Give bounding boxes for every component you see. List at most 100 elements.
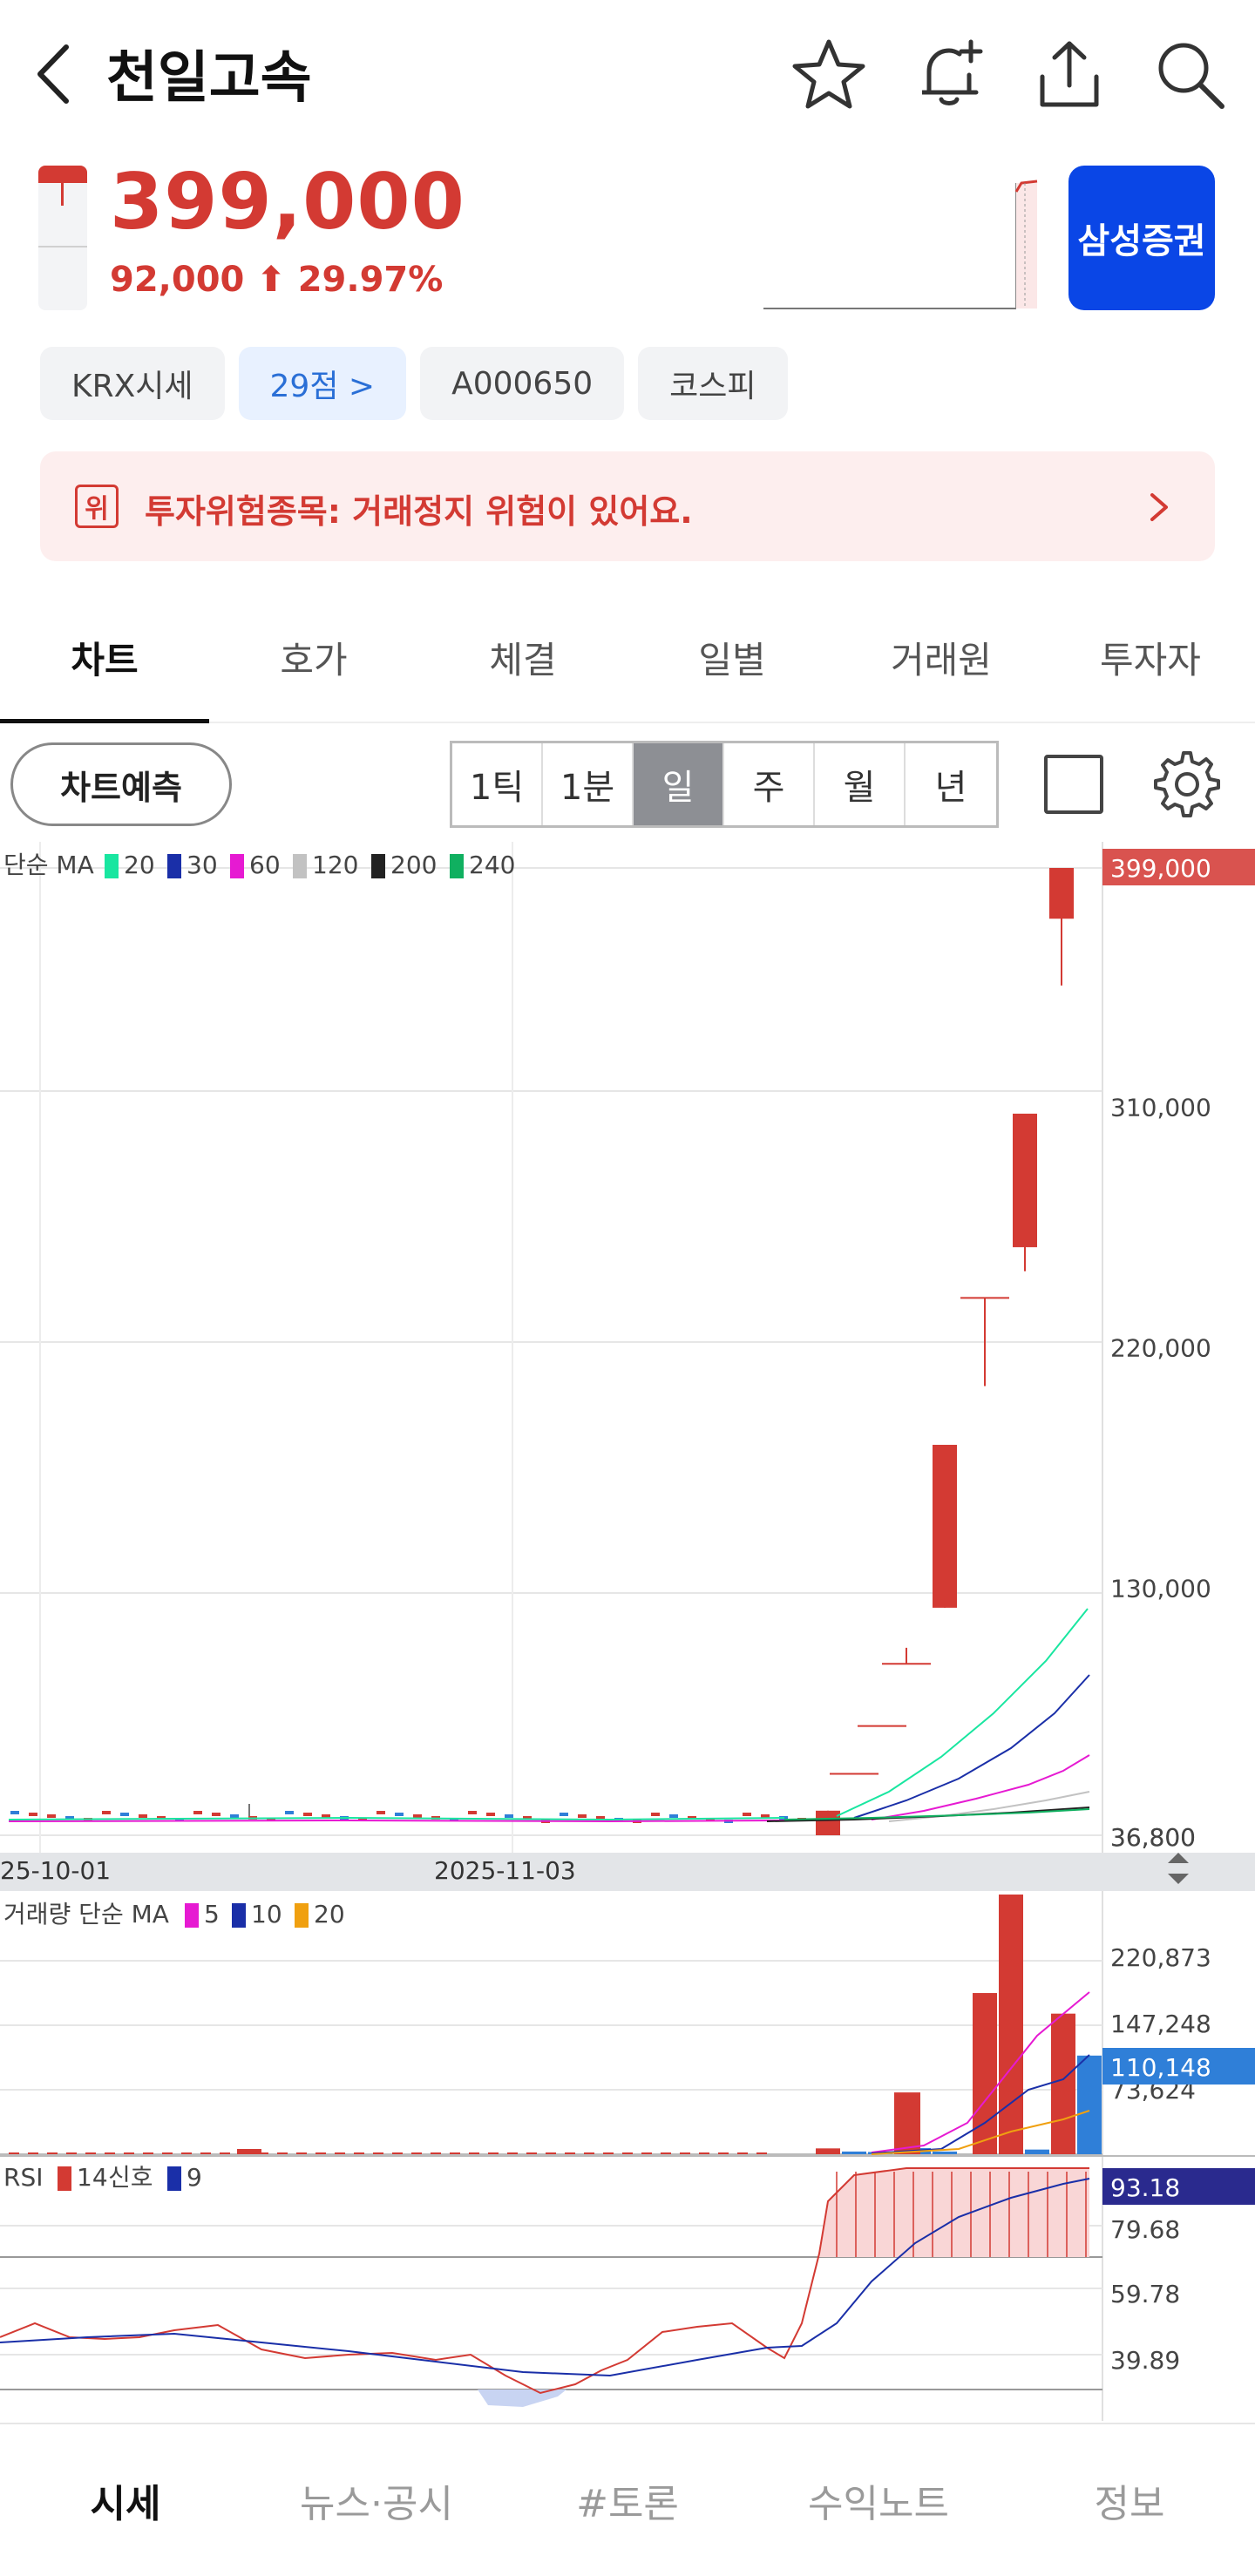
chip-stock-code[interactable]: A000650 — [420, 347, 625, 420]
volume-bar — [1025, 2149, 1049, 2154]
volume-bar — [237, 2149, 261, 2154]
ma-legend-swatch — [105, 854, 119, 878]
tab-daily[interactable]: 일별 — [698, 638, 766, 681]
ma-legend-period: 240 — [469, 851, 515, 879]
volume-bar — [999, 1895, 1023, 2154]
period-week[interactable]: 주 — [724, 743, 815, 825]
volume-bar — [200, 2152, 211, 2154]
volume-bar — [105, 2152, 115, 2154]
detail-tabs: 차트 호가 체결 일별 거래원 투자자 — [0, 593, 1255, 723]
star-icon[interactable] — [790, 35, 868, 113]
risk-warning-text: 투자위험종목: 거래정지 위험이 있어요. — [145, 492, 693, 531]
volume-bar — [603, 2152, 614, 2154]
volume-bar — [335, 2152, 345, 2154]
nav-info[interactable]: 정보 — [1094, 2482, 1165, 2526]
volume-legend-label: 거래량 단순 MA — [3, 1900, 169, 1929]
volume-bar — [816, 2148, 840, 2154]
stock-name-title: 천일고속 — [106, 46, 312, 111]
intraday-sparkline — [763, 180, 1038, 309]
ma-legend-swatch — [371, 854, 385, 878]
header-actions — [790, 35, 1229, 113]
candle-small — [303, 1813, 312, 1816]
volume-bar — [680, 2152, 690, 2154]
candle-body — [1013, 1113, 1037, 1248]
stock-chart[interactable]: 단순 MA 20 30 60 120 200 240 310,000 220,000 130,00… — [0, 842, 1255, 2421]
volume-bar — [469, 2152, 479, 2154]
volume-bar — [507, 2152, 518, 2154]
chart-predict-button[interactable]: 차트예측 — [10, 742, 232, 826]
rsi-signal-line — [0, 2178, 1090, 2377]
tab-brokers[interactable]: 거래원 — [891, 638, 992, 681]
tab-trades[interactable]: 체결 — [489, 638, 557, 681]
gear-icon[interactable] — [1150, 748, 1224, 821]
y-tick-label: 36,800 — [1110, 1823, 1196, 1852]
broker-button[interactable]: 삼성증권 — [1068, 166, 1215, 310]
candle-small — [212, 1813, 220, 1816]
current-rsi-tag — [1102, 2168, 1255, 2205]
tab-orderbook[interactable]: 호가 — [280, 638, 348, 681]
current-price-tag — [1102, 849, 1255, 885]
ma-legend-period: 200 — [390, 851, 437, 879]
day-range-bar — [38, 166, 87, 310]
period-day[interactable]: 일 — [634, 743, 724, 825]
nav-discussion[interactable]: #토론 — [576, 2482, 679, 2526]
rsi-legend-swatch — [167, 2166, 181, 2191]
ma-legend-period: 20 — [124, 851, 155, 879]
chart-toolbar: 차트예측 1틱 1분 일 주 월 년 — [0, 732, 1255, 837]
ma-line — [784, 1808, 1090, 1820]
resize-down-arrow — [1168, 1874, 1189, 1884]
back-arrow-icon[interactable] — [28, 35, 80, 113]
volume-bar — [622, 2152, 633, 2154]
volume-bar — [373, 2152, 383, 2154]
period-month[interactable]: 월 — [815, 743, 906, 825]
current-volume-tag — [1102, 2048, 1255, 2085]
chip-market[interactable]: 코스피 — [638, 347, 788, 420]
share-icon[interactable] — [1030, 35, 1109, 113]
volume-bar — [277, 2152, 288, 2154]
volume-bar — [9, 2152, 19, 2154]
tab-chart[interactable]: 차트 — [0, 593, 209, 723]
candle-body — [816, 1810, 840, 1835]
candle-small — [139, 1814, 147, 1818]
x-axis-strip — [0, 1853, 1255, 1891]
search-icon[interactable] — [1150, 35, 1229, 113]
nav-quote[interactable]: 시세 — [90, 2482, 161, 2526]
ma-line — [853, 1674, 1090, 1819]
candle-small — [688, 1816, 696, 1820]
volume-bar — [181, 2152, 192, 2154]
period-1min[interactable]: 1분 — [543, 743, 634, 825]
risk-warning-banner[interactable]: 위 투자위험종목: 거래정지 위험이 있어요. — [40, 451, 1215, 561]
rsi-legend-label: RSI — [3, 2163, 44, 2192]
nav-profit-note[interactable]: 수익노트 — [808, 2482, 949, 2526]
period-year[interactable]: 년 — [906, 743, 996, 825]
candle-small — [486, 1813, 495, 1816]
ma-legend-swatch — [232, 1903, 246, 1928]
rsi-legend-period: 9 — [187, 2163, 202, 2192]
tab-investors[interactable]: 투자자 — [1100, 638, 1201, 681]
candle-small — [157, 1816, 166, 1820]
current-price: 399,000 — [110, 157, 465, 247]
ma-legend-swatch — [293, 854, 307, 878]
chip-krx-quote[interactable]: KRX시세 — [40, 347, 225, 420]
rsi-legend-signal: 신호 — [108, 2163, 153, 2192]
candle-small — [47, 1814, 56, 1818]
rsi-overbought-fill — [819, 2168, 1089, 2257]
candle-small — [193, 1811, 202, 1814]
volume-bar — [737, 2152, 748, 2154]
nav-news[interactable]: 뉴스·공시 — [300, 2482, 453, 2526]
candle-small — [669, 1814, 678, 1818]
bell-add-icon[interactable] — [910, 35, 988, 113]
ma-line — [871, 1754, 1090, 1820]
chip-score[interactable]: 29점 > — [238, 347, 407, 420]
volume-bar — [894, 2092, 920, 2154]
price-change: 92,000 ⬆ 29.97% — [110, 260, 444, 300]
x-tick-label: 25-10-01 — [0, 1856, 111, 1885]
fullscreen-toggle[interactable] — [1044, 755, 1103, 814]
period-1tick[interactable]: 1틱 — [452, 743, 543, 825]
y-tick-label: 220,873 — [1110, 1943, 1211, 1972]
candle-small — [450, 1818, 458, 1821]
volume-bar — [488, 2152, 499, 2154]
candle-small — [29, 1813, 37, 1816]
volume-bar — [296, 2152, 307, 2154]
volume-bar — [526, 2152, 537, 2154]
